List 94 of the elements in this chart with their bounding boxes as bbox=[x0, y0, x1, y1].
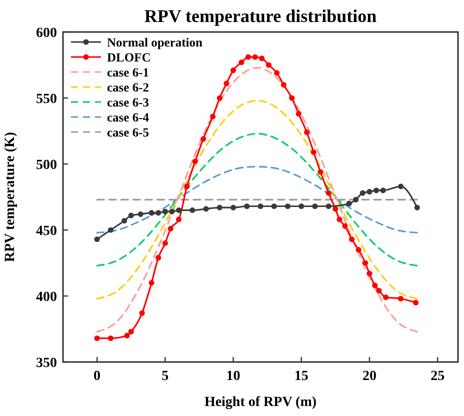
point bbox=[168, 226, 174, 232]
point bbox=[414, 204, 420, 210]
point bbox=[216, 95, 222, 101]
legend-label: DLOFC bbox=[107, 50, 151, 64]
point bbox=[94, 236, 100, 242]
point bbox=[312, 203, 318, 210]
point bbox=[360, 190, 366, 196]
point bbox=[252, 54, 258, 60]
point bbox=[356, 247, 362, 253]
legend-label: case 6-5 bbox=[107, 126, 149, 140]
x-axis-title: Height of RPV (m) bbox=[204, 395, 317, 410]
point bbox=[156, 210, 162, 216]
point bbox=[148, 280, 154, 286]
point bbox=[258, 203, 264, 210]
point bbox=[326, 203, 332, 210]
point bbox=[192, 158, 198, 164]
point bbox=[318, 169, 324, 175]
point bbox=[284, 203, 291, 210]
point bbox=[108, 227, 114, 233]
point bbox=[353, 196, 359, 202]
legend-label: case 6-3 bbox=[107, 96, 149, 110]
point bbox=[266, 62, 272, 68]
point bbox=[230, 67, 236, 74]
legend-label: Normal operation bbox=[107, 36, 203, 50]
y-tick-label: 600 bbox=[36, 26, 57, 41]
point bbox=[244, 203, 250, 210]
point bbox=[176, 216, 182, 222]
point bbox=[398, 184, 404, 190]
point bbox=[169, 208, 175, 214]
point bbox=[280, 82, 286, 88]
point bbox=[224, 80, 230, 86]
point bbox=[139, 310, 145, 316]
y-tick-label: 550 bbox=[36, 92, 57, 107]
legend-label: case 6-2 bbox=[107, 80, 149, 94]
point bbox=[296, 111, 302, 117]
point bbox=[238, 60, 244, 66]
point bbox=[373, 188, 380, 194]
point bbox=[380, 188, 386, 194]
point bbox=[259, 56, 265, 62]
x-tick-label: 25 bbox=[430, 369, 445, 384]
point bbox=[304, 130, 310, 136]
point bbox=[200, 136, 206, 142]
point bbox=[342, 223, 348, 229]
point bbox=[108, 335, 114, 342]
point bbox=[184, 184, 190, 190]
point bbox=[176, 207, 182, 213]
x-tick-label: 5 bbox=[162, 369, 169, 384]
point bbox=[162, 208, 168, 214]
x-tick-label: 20 bbox=[362, 369, 376, 384]
point bbox=[376, 288, 382, 294]
point bbox=[156, 254, 162, 261]
point bbox=[148, 210, 154, 216]
point bbox=[348, 236, 355, 242]
x-tick-label: 0 bbox=[94, 369, 101, 384]
point bbox=[366, 270, 372, 276]
y-tick-label: 350 bbox=[36, 356, 57, 371]
point bbox=[366, 188, 372, 195]
point bbox=[138, 211, 144, 217]
point bbox=[346, 200, 352, 206]
point bbox=[216, 204, 222, 210]
y-tick-label: 400 bbox=[36, 290, 57, 305]
point bbox=[298, 203, 304, 210]
y-tick-label: 450 bbox=[36, 224, 57, 239]
point bbox=[128, 328, 134, 334]
point bbox=[372, 282, 378, 288]
point bbox=[203, 206, 209, 212]
point bbox=[124, 332, 130, 338]
point bbox=[362, 260, 368, 266]
point bbox=[289, 95, 295, 101]
chart-title: RPV temperature distribution bbox=[144, 6, 377, 26]
y-axis-title: RPV temperature (K) bbox=[3, 132, 18, 262]
point bbox=[310, 149, 316, 155]
point bbox=[274, 70, 280, 76]
point bbox=[383, 294, 389, 300]
point bbox=[210, 114, 216, 120]
point bbox=[412, 300, 419, 306]
point bbox=[94, 335, 100, 342]
point bbox=[128, 212, 134, 218]
point bbox=[326, 190, 332, 196]
point bbox=[121, 218, 128, 224]
y-tick-label: 500 bbox=[36, 158, 57, 173]
point bbox=[398, 296, 404, 302]
point bbox=[230, 204, 236, 210]
x-tick-label: 15 bbox=[294, 369, 308, 384]
point bbox=[245, 54, 252, 60]
x-tick-label: 10 bbox=[226, 369, 240, 384]
point bbox=[336, 216, 342, 222]
point bbox=[271, 203, 277, 210]
point bbox=[332, 206, 338, 212]
legend-label: case 6-4 bbox=[107, 110, 150, 124]
point bbox=[162, 240, 168, 246]
line-series bbox=[96, 166, 418, 234]
point bbox=[190, 207, 196, 213]
legend-label: case 6-1 bbox=[107, 66, 149, 80]
